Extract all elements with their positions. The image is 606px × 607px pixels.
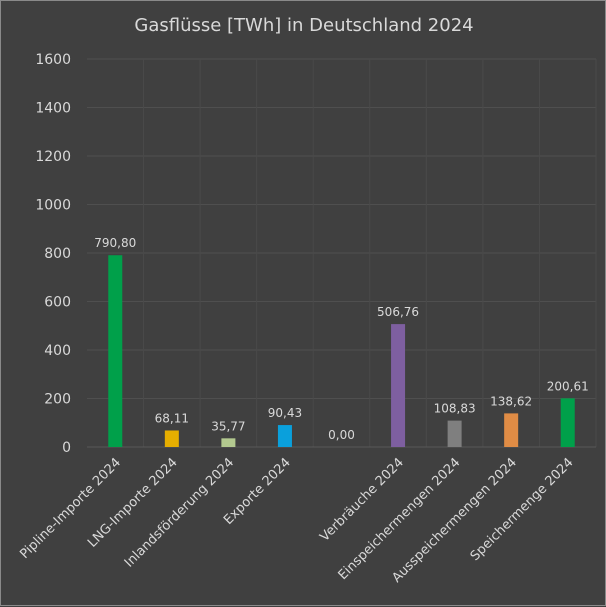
bar xyxy=(108,255,123,447)
chart-title: Gasflüsse [TWh] in Deutschland 2024 xyxy=(134,15,473,36)
data-label: 506,76 xyxy=(377,305,419,319)
data-label: 790,80 xyxy=(94,236,136,250)
x-tick-label: Speichermenge 2024 xyxy=(468,455,577,564)
x-tick-label: Pipline-Importe 2024 xyxy=(17,455,124,562)
bar xyxy=(560,398,575,447)
bar xyxy=(391,324,406,447)
bar xyxy=(277,425,292,447)
bar xyxy=(504,413,519,447)
y-tick-label: 1200 xyxy=(35,149,71,165)
data-label: 90,43 xyxy=(268,406,302,420)
y-tick-label: 0 xyxy=(62,440,71,456)
data-label: 108,83 xyxy=(434,402,476,416)
bar xyxy=(221,438,236,447)
data-label: 138,62 xyxy=(490,394,532,408)
bar xyxy=(164,430,179,447)
y-tick-label: 1400 xyxy=(35,101,71,117)
bar xyxy=(447,420,462,447)
y-tick-label: 600 xyxy=(44,295,71,311)
data-label: 35,77 xyxy=(211,419,245,433)
data-label: 200,61 xyxy=(547,379,589,393)
y-tick-label: 400 xyxy=(44,343,71,359)
data-label: 0,00 xyxy=(328,428,355,442)
y-tick-label: 200 xyxy=(44,392,71,408)
y-tick-label: 1600 xyxy=(35,52,71,68)
y-tick-label: 800 xyxy=(44,246,71,262)
x-tick-label: Inlandsförderung 2024 xyxy=(122,455,237,570)
y-tick-label: 1000 xyxy=(35,198,71,214)
data-label: 68,11 xyxy=(155,411,189,425)
